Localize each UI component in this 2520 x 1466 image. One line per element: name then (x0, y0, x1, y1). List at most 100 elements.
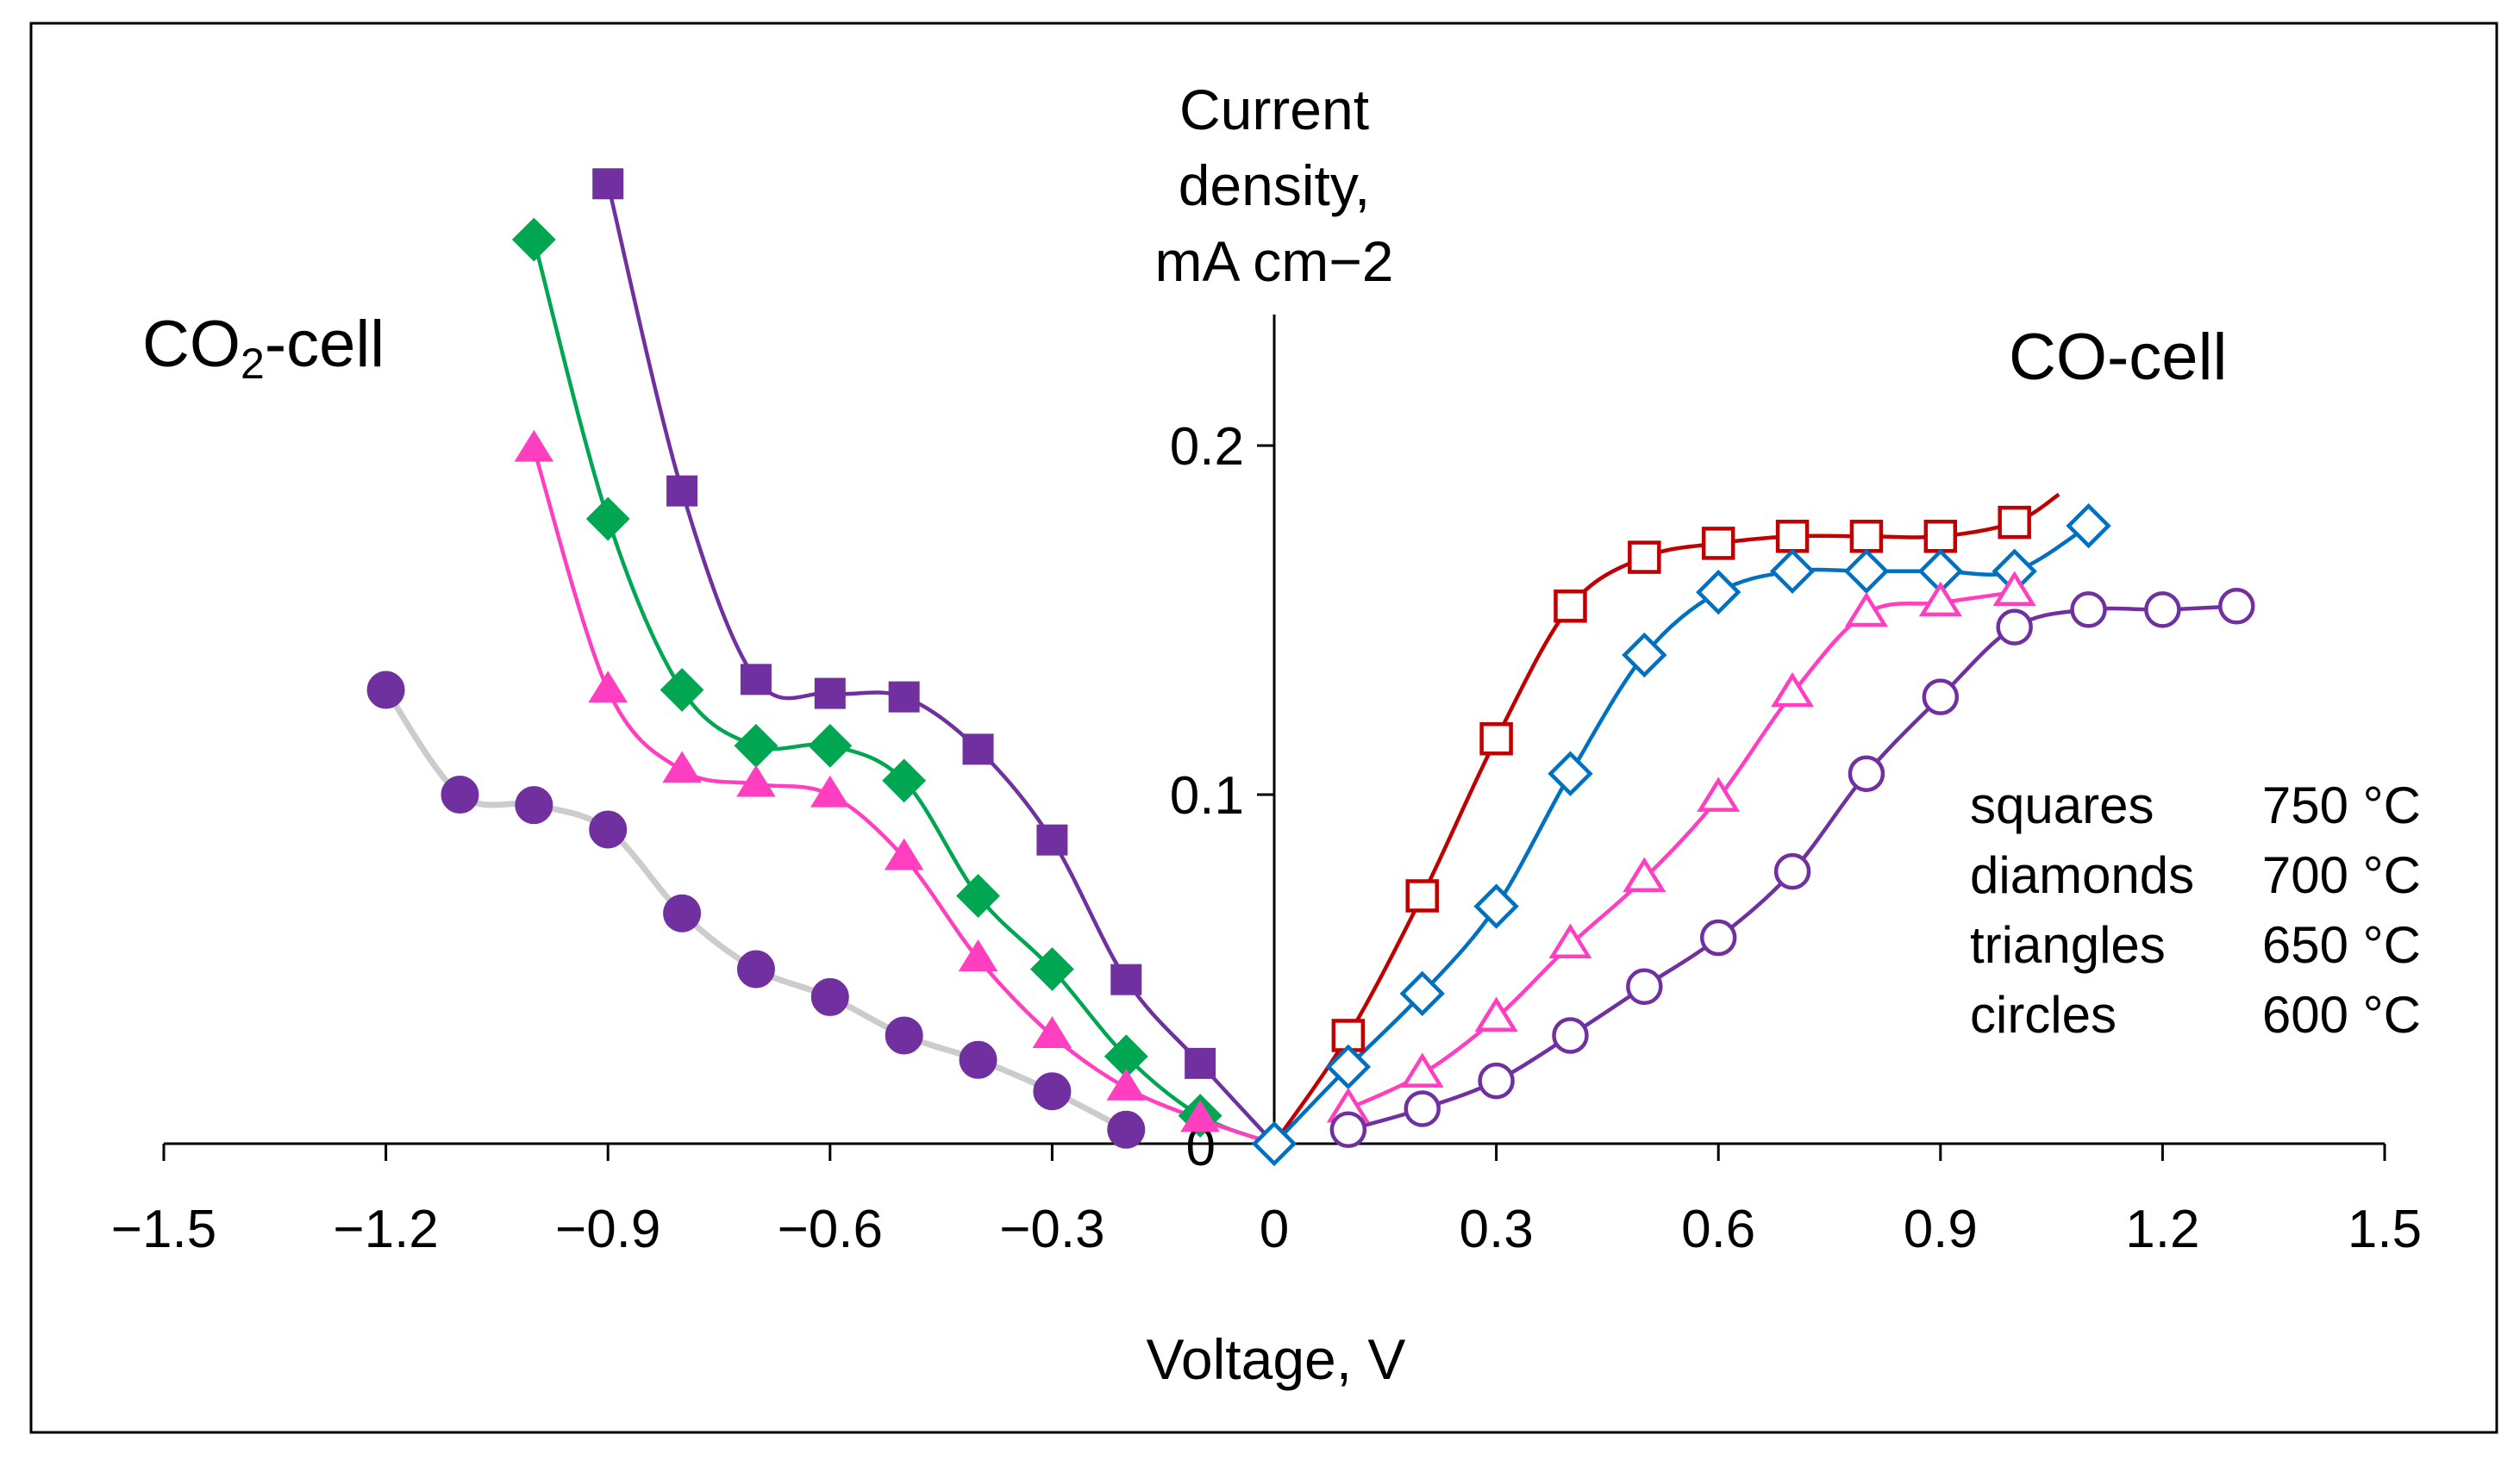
circle-marker (736, 950, 775, 989)
x-tick-label: −1.2 (333, 1200, 438, 1259)
triangle-marker (1992, 571, 2036, 606)
triangle-marker (736, 764, 776, 797)
circle-marker (663, 894, 702, 933)
diamond-marker (956, 874, 1000, 918)
circle-marker (1404, 1090, 1441, 1127)
square-marker (814, 677, 846, 709)
diamond-marker (808, 723, 853, 768)
square-marker (1849, 520, 1884, 553)
x-tick-label: −0.9 (555, 1200, 660, 1259)
legend-temp-label: 750 °C (2262, 777, 2421, 834)
diamond-marker (1029, 947, 1074, 991)
co2-cell-rest: -cell (265, 308, 385, 381)
co2-cell-annotation: CO2-cell (142, 308, 385, 388)
triangle-marker (1106, 1068, 1147, 1101)
co2-cell-sub: 2 (241, 340, 265, 388)
diamond-marker (1843, 548, 1890, 594)
square-marker (1628, 540, 1661, 574)
co2-cell-main: CO (142, 308, 241, 381)
triangle-marker (1697, 777, 1741, 812)
triangle-marker (1844, 591, 1888, 627)
series-line (1347, 590, 2016, 1111)
diamond-marker (1769, 548, 1816, 594)
circle-marker (1329, 1111, 1367, 1149)
diamond-marker (882, 758, 927, 803)
square-marker (888, 681, 920, 713)
triangle-marker (958, 939, 998, 971)
circle-marker (1626, 968, 1663, 1005)
legend-shape-label: circles (1970, 986, 2117, 1044)
triangle-marker (810, 775, 850, 808)
circle-marker (1552, 1017, 1589, 1054)
square-marker (962, 733, 994, 765)
co-cell-annotation: CO-cell (2009, 321, 2227, 394)
square-marker (1405, 879, 1439, 913)
diamond-marker (585, 496, 630, 541)
triangle-marker (1180, 1100, 1220, 1132)
diamond-marker (1696, 569, 1741, 615)
circle-marker (1996, 608, 2033, 646)
axes: −1.5 −1.2 −0.9 −0.6 −0.3 0 0.3 0.6 0.9 1.2 1.5 0.1 0… (111, 315, 2422, 1259)
circle-marker (1107, 1110, 1146, 1149)
circle-marker (959, 1040, 997, 1079)
triangle-marker (1548, 923, 1592, 958)
circle-marker (1033, 1072, 1072, 1111)
square-marker (1998, 505, 2031, 540)
x-tick-label: −1.5 (111, 1200, 216, 1259)
circle-marker (2144, 591, 2181, 628)
diamond-marker (1622, 632, 1667, 678)
legend-shape-label: triangles (1970, 916, 2166, 974)
circle-marker (1848, 755, 1885, 792)
legend: squares 750 °C diamonds 700 °C triangles 650 … (1970, 777, 2421, 1044)
triangle-marker (1400, 1052, 1444, 1088)
diamond-marker (2066, 502, 2111, 549)
triangle-marker (1623, 857, 1666, 893)
triangle-marker (1918, 581, 1962, 617)
square-marker (1479, 721, 1513, 756)
circle-marker (589, 810, 628, 849)
diamond-marker (1251, 1120, 1298, 1167)
series-markers (366, 168, 2255, 1167)
circle-marker (441, 776, 479, 814)
triangle-marker (1032, 1016, 1072, 1049)
triangle-marker (588, 671, 628, 703)
circle-marker (2218, 588, 2255, 625)
x-tick-label: 1.2 (2125, 1200, 2199, 1259)
circle-marker (2070, 591, 2107, 628)
circle-marker (1478, 1062, 1515, 1100)
square-marker (592, 168, 624, 200)
triangle-marker (1474, 996, 1518, 1032)
square-marker (1554, 590, 1587, 623)
circle-marker (1922, 678, 1960, 715)
y-axis-label-line: mA cm−2 (1155, 229, 1394, 293)
triangle-marker (514, 429, 554, 462)
diamond-marker (1473, 883, 1519, 929)
circle-marker (810, 977, 849, 1016)
legend-temp-label: 650 °C (2262, 916, 2421, 974)
x-tick-label: 0.9 (1904, 1200, 1978, 1259)
diamond-marker (660, 668, 704, 712)
triangle-marker (662, 751, 702, 783)
square-marker (1185, 1047, 1216, 1079)
x-axis-label: Voltage, V (1147, 1327, 1406, 1391)
square-marker (740, 664, 772, 696)
x-tick-label: 1.5 (2348, 1200, 2422, 1259)
square-marker (1701, 527, 1735, 560)
circle-marker (1773, 852, 1811, 890)
triangle-marker (884, 838, 924, 870)
y-tick-label: 0.1 (1170, 766, 1244, 826)
diamond-marker (1399, 970, 1445, 1017)
legend-temp-label: 600 °C (2262, 986, 2421, 1044)
triangle-marker (1771, 671, 1815, 708)
y-axis-label-line: Current (1179, 78, 1369, 141)
diamond-marker (511, 217, 556, 262)
y-axis-label-line: density, (1179, 153, 1371, 217)
legend-shape-label: diamonds (1970, 846, 2194, 904)
chart-texts: Current density, mA cm−2 Voltage, V CO2-ce… (142, 78, 2421, 1391)
y-axis-label: Current density, mA cm−2 (1155, 78, 1394, 293)
square-marker (1036, 824, 1068, 856)
circle-marker (1699, 919, 1737, 957)
square-marker (1775, 520, 1810, 553)
